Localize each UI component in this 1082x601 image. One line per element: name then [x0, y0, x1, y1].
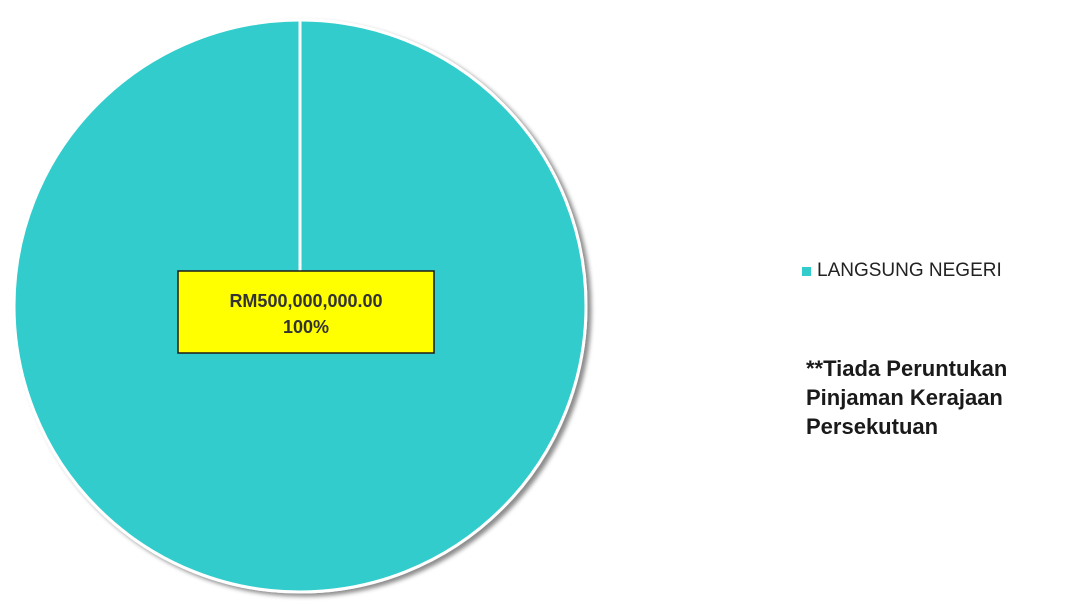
data-label-percent: 100% — [283, 317, 329, 337]
data-label-value: RM500,000,000.00 — [229, 291, 382, 311]
legend-label: LANGSUNG NEGERI — [817, 260, 1002, 281]
data-label-box — [177, 270, 435, 354]
pie-chart: RM500,000,000.00 100% — [12, 18, 588, 594]
legend-item: LANGSUNG NEGERI — [802, 260, 1002, 282]
legend-swatch — [802, 266, 811, 276]
footnote: **Tiada Peruntukan Pinjaman Kerajaan Per… — [806, 356, 1008, 439]
